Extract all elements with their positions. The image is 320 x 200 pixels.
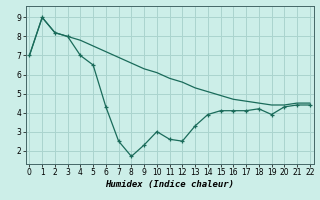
X-axis label: Humidex (Indice chaleur): Humidex (Indice chaleur) bbox=[105, 180, 234, 189]
